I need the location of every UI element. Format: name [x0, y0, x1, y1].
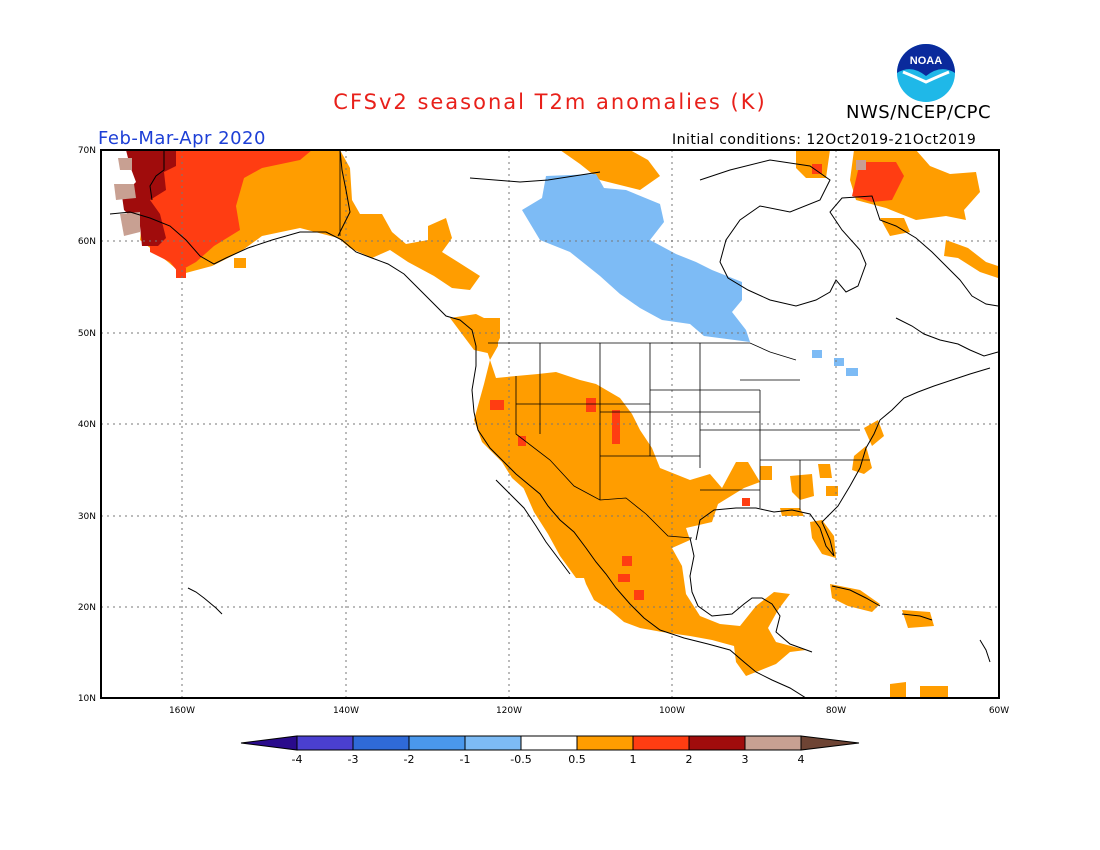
lat-label: 30N: [78, 512, 96, 522]
lon-label: 60W: [989, 706, 1009, 716]
colorbar-swatch: [408, 735, 466, 751]
colorbar-swatch: [464, 735, 522, 751]
colorbar-label: -1: [460, 753, 471, 766]
colorbar: -4 -3 -2 -1 -0.5 0.5 1 2 3 4: [240, 735, 860, 766]
colorbar-swatch: [296, 735, 354, 751]
noaa-logo-text: NOAA: [910, 55, 942, 67]
anomaly-shading: [114, 150, 998, 698]
colorbar-label: 3: [742, 753, 749, 766]
map-title: CFSv2 seasonal T2m anomalies (K): [333, 90, 767, 114]
forecast-period: Feb-Mar-Apr 2020: [98, 128, 266, 149]
colorbar-label: 4: [798, 753, 805, 766]
noaa-logo: NOAA: [897, 44, 955, 102]
colorbar-arrow-high: [800, 735, 860, 751]
lat-label: 60N: [78, 237, 96, 247]
lon-label: 160W: [169, 706, 195, 716]
colorbar-swatch: [520, 735, 578, 751]
initial-conditions: Initial conditions: 12Oct2019-21Oct2019: [672, 132, 977, 148]
lat-label: 70N: [78, 146, 96, 156]
colorbar-swatch: [744, 735, 802, 751]
lon-label: 140W: [333, 706, 359, 716]
colorbar-swatch: [632, 735, 690, 751]
map-frame: [100, 149, 1000, 699]
lon-label: 120W: [496, 706, 522, 716]
colorbar-label: 2: [686, 753, 693, 766]
lat-label: 20N: [78, 603, 96, 613]
lat-label: 10N: [78, 694, 96, 704]
latitude-labels: 70N 60N 50N 40N 30N 20N 10N: [78, 146, 96, 704]
colorbar-swatch: [352, 735, 410, 751]
coastlines: [109, 150, 999, 698]
colorbar-label: -0.5: [510, 753, 531, 766]
longitude-labels: 160W 140W 120W 100W 80W 60W: [169, 706, 1009, 716]
colorbar-label: -4: [292, 753, 303, 766]
lat-label: 40N: [78, 420, 96, 430]
colorbar-label: 0.5: [568, 753, 586, 766]
colorbar-label: 1: [630, 753, 637, 766]
political-borders: [339, 150, 870, 539]
colorbar-swatch: [576, 735, 634, 751]
colorbar-swatch: [688, 735, 746, 751]
agency-label: NWS/NCEP/CPC: [846, 102, 992, 123]
graticule: [101, 150, 999, 698]
lon-label: 80W: [826, 706, 846, 716]
colorbar-label: -2: [404, 753, 415, 766]
lat-label: 50N: [78, 329, 96, 339]
lon-label: 100W: [659, 706, 685, 716]
colorbar-label: -3: [348, 753, 359, 766]
colorbar-arrow-low: [240, 735, 298, 751]
